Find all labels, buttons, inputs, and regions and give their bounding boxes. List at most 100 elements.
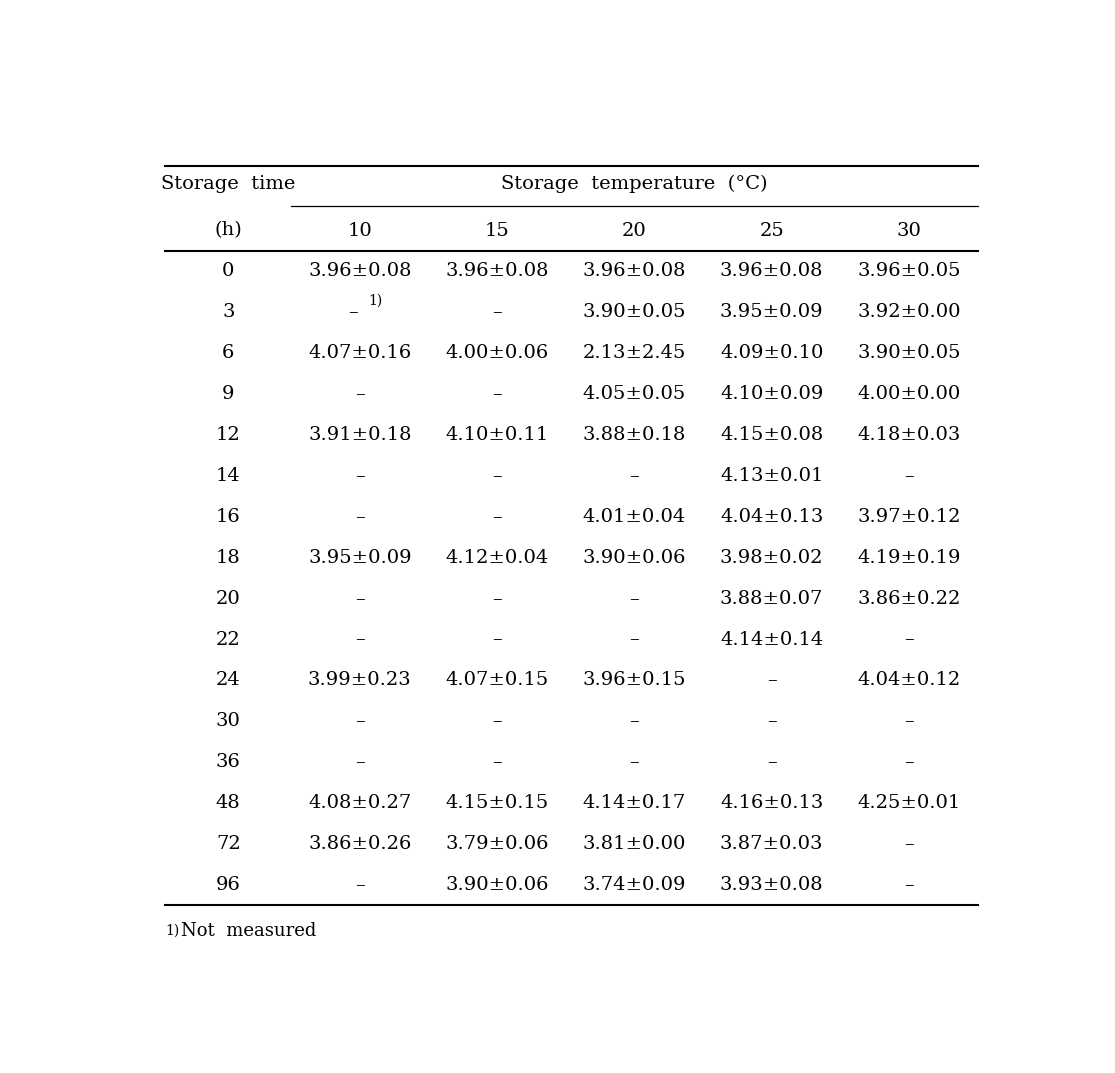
Text: –: – [355, 590, 365, 607]
Text: 3.97±0.12: 3.97±0.12 [857, 508, 961, 526]
Text: –: – [630, 467, 639, 485]
Text: 4.01±0.04: 4.01±0.04 [583, 508, 686, 526]
Text: 3.98±0.02: 3.98±0.02 [720, 548, 823, 567]
Text: 10: 10 [348, 221, 372, 239]
Text: 3.96±0.08: 3.96±0.08 [308, 263, 411, 280]
Text: –: – [348, 304, 358, 321]
Text: 0: 0 [222, 263, 234, 280]
Text: –: – [904, 712, 914, 731]
Text: –: – [355, 712, 365, 731]
Text: –: – [355, 508, 365, 526]
Text: –: – [492, 304, 502, 321]
Text: 3.86±0.26: 3.86±0.26 [308, 835, 411, 853]
Text: –: – [492, 590, 502, 607]
Text: 9: 9 [222, 385, 234, 403]
Text: Not  measured: Not measured [181, 922, 317, 940]
Text: 3.90±0.06: 3.90±0.06 [583, 548, 686, 567]
Text: 14: 14 [216, 467, 241, 485]
Text: 18: 18 [216, 548, 241, 567]
Text: 3.88±0.18: 3.88±0.18 [583, 426, 686, 444]
Text: 3.90±0.05: 3.90±0.05 [583, 304, 686, 321]
Text: 3.93±0.08: 3.93±0.08 [720, 876, 824, 894]
Text: 4.16±0.13: 4.16±0.13 [720, 794, 823, 812]
Text: Storage  time: Storage time [161, 175, 295, 193]
Text: 3.96±0.08: 3.96±0.08 [583, 263, 686, 280]
Text: 3.96±0.15: 3.96±0.15 [583, 672, 686, 690]
Text: 6: 6 [222, 344, 234, 363]
Text: 4.14±0.14: 4.14±0.14 [720, 631, 823, 648]
Text: –: – [904, 467, 914, 485]
Text: 48: 48 [216, 794, 241, 812]
Text: –: – [492, 712, 502, 731]
Text: 15: 15 [485, 221, 510, 239]
Text: 3.92±0.00: 3.92±0.00 [857, 304, 961, 321]
Text: –: – [767, 672, 776, 690]
Text: 25: 25 [759, 221, 784, 239]
Text: 4.07±0.15: 4.07±0.15 [446, 672, 549, 690]
Text: 4.04±0.13: 4.04±0.13 [720, 508, 823, 526]
Text: 4.18±0.03: 4.18±0.03 [857, 426, 961, 444]
Text: –: – [767, 712, 776, 731]
Text: –: – [904, 835, 914, 853]
Text: (h): (h) [214, 221, 242, 239]
Text: –: – [904, 753, 914, 771]
Text: 4.09±0.10: 4.09±0.10 [720, 344, 823, 363]
Text: –: – [630, 590, 639, 607]
Text: 12: 12 [216, 426, 241, 444]
Text: 2.13±2.45: 2.13±2.45 [583, 344, 686, 363]
Text: 3.99±0.23: 3.99±0.23 [308, 672, 411, 690]
Text: 3.86±0.22: 3.86±0.22 [857, 590, 961, 607]
Text: 4.12±0.04: 4.12±0.04 [446, 548, 549, 567]
Text: –: – [492, 631, 502, 648]
Text: 3.96±0.05: 3.96±0.05 [857, 263, 961, 280]
Text: 3.96±0.08: 3.96±0.08 [720, 263, 823, 280]
Text: –: – [630, 631, 639, 648]
Text: 4.00±0.00: 4.00±0.00 [857, 385, 960, 403]
Text: 4.19±0.19: 4.19±0.19 [857, 548, 961, 567]
Text: 72: 72 [216, 835, 241, 853]
Text: 3: 3 [222, 304, 234, 321]
Text: –: – [767, 753, 776, 771]
Text: –: – [904, 631, 914, 648]
Text: 36: 36 [216, 753, 241, 771]
Text: –: – [355, 631, 365, 648]
Text: –: – [904, 876, 914, 894]
Text: 4.05±0.05: 4.05±0.05 [583, 385, 686, 403]
Text: 3.90±0.05: 3.90±0.05 [857, 344, 961, 363]
Text: –: – [355, 753, 365, 771]
Text: 4.15±0.15: 4.15±0.15 [446, 794, 549, 812]
Text: 1): 1) [368, 294, 382, 308]
Text: 30: 30 [216, 712, 241, 731]
Text: –: – [492, 385, 502, 403]
Text: 3.79±0.06: 3.79±0.06 [445, 835, 549, 853]
Text: –: – [492, 467, 502, 485]
Text: 22: 22 [216, 631, 241, 648]
Text: –: – [355, 876, 365, 894]
Text: –: – [492, 753, 502, 771]
Text: 4.13±0.01: 4.13±0.01 [720, 467, 823, 485]
Text: –: – [630, 753, 639, 771]
Text: 3.95±0.09: 3.95±0.09 [720, 304, 824, 321]
Text: 3.74±0.09: 3.74±0.09 [583, 876, 686, 894]
Text: –: – [630, 712, 639, 731]
Text: 4.00±0.06: 4.00±0.06 [446, 344, 549, 363]
Text: 4.15±0.08: 4.15±0.08 [720, 426, 823, 444]
Text: 3.95±0.09: 3.95±0.09 [308, 548, 411, 567]
Text: –: – [355, 467, 365, 485]
Text: 3.90±0.06: 3.90±0.06 [445, 876, 549, 894]
Text: 3.96±0.08: 3.96±0.08 [445, 263, 549, 280]
Text: 4.04±0.12: 4.04±0.12 [857, 672, 960, 690]
Text: –: – [355, 385, 365, 403]
Text: 20: 20 [216, 590, 241, 607]
Text: 3.81±0.00: 3.81±0.00 [583, 835, 686, 853]
Text: 4.08±0.27: 4.08±0.27 [308, 794, 411, 812]
Text: 4.10±0.09: 4.10±0.09 [720, 385, 823, 403]
Text: 3.87±0.03: 3.87±0.03 [720, 835, 823, 853]
Text: 96: 96 [216, 876, 241, 894]
Text: 20: 20 [622, 221, 647, 239]
Text: 1): 1) [165, 924, 180, 938]
Text: 4.14±0.17: 4.14±0.17 [583, 794, 686, 812]
Text: 30: 30 [896, 221, 921, 239]
Text: 24: 24 [216, 672, 241, 690]
Text: Storage  temperature  (°C): Storage temperature (°C) [501, 175, 767, 193]
